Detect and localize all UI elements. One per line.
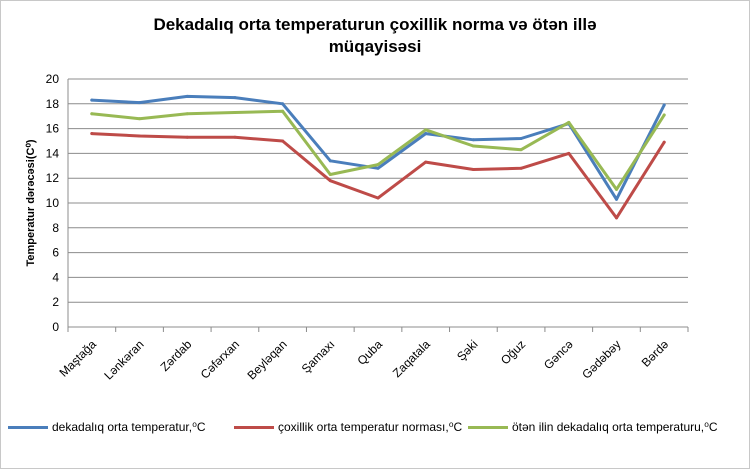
legend-swatch-0: [8, 425, 48, 429]
x-tick-label-11: Gədəbəy: [579, 337, 623, 381]
series-line-2: [90, 109, 666, 191]
chart-legend: dekadalıq orta temperatur,⁰C çoxillik ort…: [8, 418, 742, 440]
legend-item-2: ötən ilin dekadalıq orta temperaturu,⁰C: [468, 420, 718, 434]
y-tick-label-18: 18: [46, 97, 60, 111]
x-tick-label-2: Zərdab: [158, 337, 195, 374]
y-tick-label-10: 10: [46, 196, 60, 210]
series-0-point-5: [328, 159, 332, 163]
legend-item-1: çoxillik orta temperatur norması,⁰C: [234, 420, 462, 434]
x-tick-label-10: Gəncə: [541, 337, 576, 372]
series-2-point-7: [424, 128, 428, 132]
series-0-point-8: [471, 138, 475, 142]
x-tick-label-9: Oğuz: [498, 337, 528, 367]
x-tick-label-0: Maştağa: [57, 337, 100, 380]
y-tick-label-6: 6: [52, 246, 59, 260]
series-1-point-9: [519, 166, 523, 170]
series-2-point-5: [328, 172, 332, 176]
series-2-point-4: [281, 109, 285, 113]
y-tick-label-12: 12: [46, 171, 60, 185]
series-0-point-12: [662, 103, 666, 107]
series-1-point-11: [614, 216, 618, 220]
series-2-point-6: [376, 163, 380, 167]
series-0-point-6: [376, 166, 380, 170]
series-2-point-9: [519, 148, 523, 152]
series-2-point-10: [567, 120, 571, 124]
series-2-point-2: [185, 112, 189, 116]
x-tick-label-8: Şəki: [454, 337, 480, 363]
legend-label-0: dekadalıq orta temperatur,⁰C: [52, 420, 206, 434]
series-0-point-11: [614, 197, 618, 201]
chart-title: Dekadalıq orta temperaturun çoxillik nor…: [0, 14, 750, 58]
series-0-point-9: [519, 137, 523, 141]
series-0-point-7: [424, 132, 428, 136]
series-1-point-8: [471, 168, 475, 172]
series-1-point-7: [424, 160, 428, 164]
x-tick-label-6: Quba: [354, 337, 385, 368]
series-0-point-1: [138, 101, 142, 105]
y-tick-label-8: 8: [52, 221, 59, 235]
series-0-point-2: [185, 94, 189, 98]
series-0-point-0: [90, 98, 94, 102]
y-tick-label-20: 20: [46, 72, 60, 86]
series-1-point-6: [376, 196, 380, 200]
series-0-point-3: [233, 96, 237, 100]
series-2-point-11: [614, 187, 618, 191]
series-1-point-12: [662, 140, 666, 144]
x-tick-label-12: Bərdə: [639, 337, 672, 370]
legend-swatch-2: [468, 425, 508, 429]
y-tick-label-14: 14: [46, 146, 60, 160]
series-2-point-12: [662, 113, 666, 117]
x-tick-label-4: Beyləqan: [244, 337, 289, 382]
series-line-1: [90, 132, 666, 220]
x-tick-label-7: Zaqatala: [390, 337, 433, 380]
legend-swatch-1: [234, 425, 274, 429]
legend-label-2: ötən ilin dekadalıq orta temperaturu,⁰C: [512, 420, 718, 434]
series-line-0: [90, 94, 666, 201]
series-0-point-4: [281, 102, 285, 106]
y-axis-label: Temperatur dərəcəsi(C⁰): [25, 139, 37, 266]
series-1-point-2: [185, 135, 189, 139]
x-tick-label-1: Lənkəran: [101, 337, 146, 382]
chart-title-line-2: müqayisəsi: [328, 37, 422, 56]
legend-item-0: dekadalıq orta temperatur,⁰C: [8, 420, 206, 434]
series-1-point-1: [138, 134, 142, 138]
series-1-point-5: [328, 179, 332, 183]
series-1-point-4: [281, 139, 285, 143]
series-2-point-3: [233, 110, 237, 114]
series-2-point-8: [471, 144, 475, 148]
series-2-point-0: [90, 112, 94, 116]
y-tick-label-2: 2: [52, 295, 59, 309]
y-tick-label-0: 0: [52, 320, 59, 334]
y-tick-label-16: 16: [46, 122, 60, 136]
series-1-point-0: [90, 132, 94, 136]
chart-title-line-1: Dekadalıq orta temperaturun çoxillik nor…: [153, 15, 597, 34]
legend-label-1: çoxillik orta temperatur norması,⁰C: [278, 420, 463, 434]
series-2-point-1: [138, 117, 142, 121]
series-1-point-10: [567, 151, 571, 155]
x-tick-label-5: Şamaxı: [299, 337, 338, 376]
series-1-point-3: [233, 135, 237, 139]
x-tick-label-3: Cəfərxan: [198, 337, 242, 381]
y-tick-label-4: 4: [52, 270, 59, 284]
